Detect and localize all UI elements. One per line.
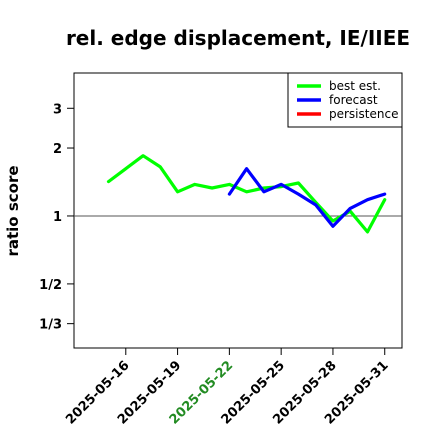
series-layer: [106, 154, 387, 234]
axes-layer: 3211/21/32025-05-162025-05-192025-05-222…: [39, 102, 391, 427]
legend-label-persistence: persistence: [329, 107, 398, 121]
plot-area: [73, 72, 403, 349]
y-axis-label: ratio score: [4, 165, 22, 256]
plot-border: [73, 72, 403, 349]
y-tick-label: 2: [53, 142, 62, 157]
y-tick-label: 1/2: [39, 278, 62, 293]
y-tick-label: 1/3: [39, 318, 62, 333]
chart-title: rel. edge displacement, IE/IIEE: [66, 26, 410, 50]
legend-label-forecast: forecast: [329, 93, 378, 107]
y-tick-label: 1: [53, 210, 62, 225]
series-line-best-est: [106, 154, 387, 234]
legend-label-best-est: best est.: [329, 79, 381, 93]
series-line-forecast: [227, 167, 387, 228]
y-tick-label: 3: [53, 102, 62, 117]
